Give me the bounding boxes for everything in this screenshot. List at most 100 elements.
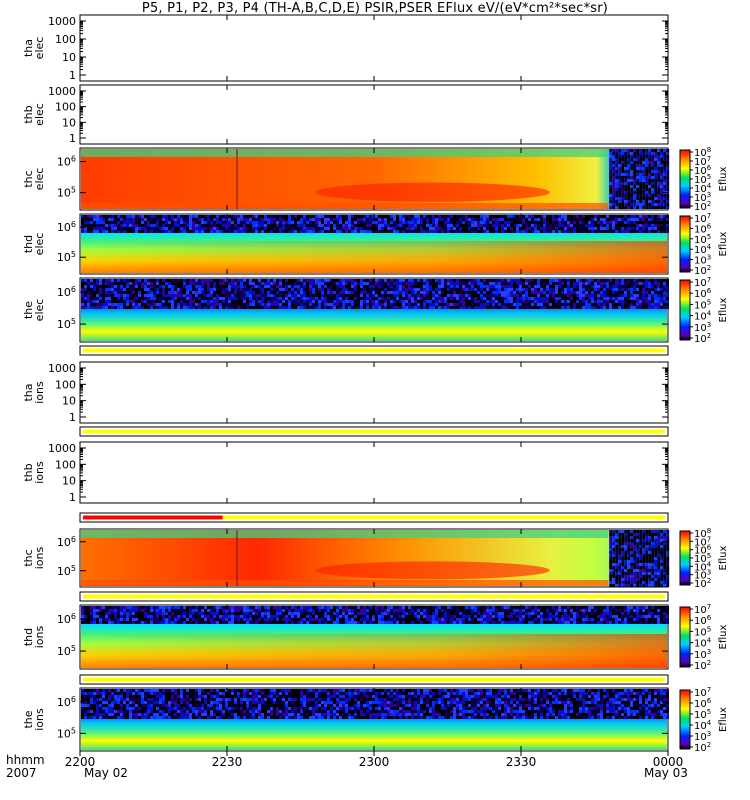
spectrogram-cell	[615, 285, 618, 288]
spectrogram-cell	[315, 294, 318, 297]
spectrogram-cell	[645, 288, 648, 291]
spectrogram-cell	[159, 291, 162, 294]
spectrogram-cell	[435, 215, 438, 218]
spectrogram-cell	[372, 612, 375, 615]
spectrogram-cell	[507, 215, 510, 218]
spectrogram-cell	[150, 618, 153, 621]
spectrogram-cell	[195, 285, 198, 288]
spectrogram-cell	[462, 282, 465, 285]
spectrogram-cell	[411, 218, 414, 221]
spectrogram-cell	[531, 288, 534, 291]
spectrogram-cell	[309, 215, 312, 218]
spectrogram-cell	[165, 621, 168, 624]
spectrogram-cell	[111, 621, 114, 624]
spectrogram-cell	[657, 297, 660, 300]
spectrogram-cell	[618, 566, 622, 569]
spectrogram-cell	[282, 612, 285, 615]
spectrogram-cell	[222, 300, 225, 303]
spectrogram-cell	[135, 300, 138, 303]
spectrogram-cell	[648, 164, 652, 167]
spectrogram-cell	[648, 182, 652, 185]
spectrogram-cell	[654, 176, 658, 179]
spectrogram-cell	[630, 224, 633, 227]
spectrogram-cell	[474, 288, 477, 291]
spectrogram-cell	[627, 572, 631, 575]
spectrogram-cell	[474, 224, 477, 227]
spectrogram-cell	[135, 227, 138, 230]
spectrogram-cell	[105, 230, 108, 233]
spectrogram-cell	[639, 191, 643, 194]
spectrogram-cell	[378, 282, 381, 285]
spectrogram-cell	[180, 215, 183, 218]
spectrogram-cell	[411, 300, 414, 303]
spectrogram-cell	[219, 606, 222, 609]
spectrogram-cell	[312, 279, 315, 282]
spectrogram-cell	[228, 227, 231, 230]
spectrogram-cell	[609, 221, 612, 224]
spectrogram-cell	[627, 536, 631, 539]
spectrogram-cell	[81, 224, 84, 227]
spectrogram-cell	[657, 188, 661, 191]
spectrogram-cell	[186, 218, 189, 221]
spectrogram-cell	[444, 303, 447, 306]
spectrogram-cell	[411, 291, 414, 294]
spectrogram-cell	[276, 279, 279, 282]
spectrogram-cell	[366, 282, 369, 285]
spectrogram-cell	[273, 615, 276, 618]
spectrogram-cell	[315, 606, 318, 609]
spectrogram-cell	[186, 227, 189, 230]
spectrogram-cell	[609, 179, 613, 182]
spectrogram-cell	[609, 188, 613, 191]
spectrogram-cell	[249, 282, 252, 285]
spectrogram-cell	[210, 303, 213, 306]
spectrogram-cell	[480, 306, 483, 309]
spectrogram-cell	[462, 306, 465, 309]
spectrogram-cell	[651, 285, 654, 288]
spectrogram-cell	[630, 303, 633, 306]
spectrogram-cell	[306, 224, 309, 227]
spectrogram-cell	[621, 306, 624, 309]
spectrogram-cell	[624, 569, 628, 572]
spectrogram-cell	[345, 618, 348, 621]
spectrogram-cell	[159, 218, 162, 221]
spectrogram-cell	[648, 185, 652, 188]
spectrogram-cell	[441, 300, 444, 303]
spectrogram-cell	[528, 282, 531, 285]
spectrogram-cell	[369, 285, 372, 288]
spectrogram-cell	[642, 182, 646, 185]
spectrogram-cell	[396, 288, 399, 291]
spectrogram-cell	[198, 297, 201, 300]
spectrogram-cell	[297, 224, 300, 227]
spectrogram-cell	[516, 218, 519, 221]
spectrogram-cell	[138, 606, 141, 609]
spectrogram-cell	[309, 618, 312, 621]
spectrogram-cell	[102, 288, 105, 291]
spectrogram-cell	[462, 303, 465, 306]
spectrogram-cell	[324, 297, 327, 300]
spectrogram-cell	[348, 218, 351, 221]
spectrogram-cell	[357, 224, 360, 227]
spectrogram-cell	[660, 572, 664, 575]
spectrogram-cell	[387, 279, 390, 282]
spectrogram-cell	[255, 609, 258, 612]
spectrogram-cell	[450, 300, 453, 303]
spectrogram-cell	[171, 606, 174, 609]
spectrogram-cell	[585, 227, 588, 230]
spectrogram-cell	[636, 224, 639, 227]
spectrogram-cell	[657, 563, 661, 566]
spectrogram-cell	[612, 194, 616, 197]
spectrogram-cell	[618, 191, 622, 194]
spectrogram-cell	[366, 303, 369, 306]
spectrogram-cell	[189, 218, 192, 221]
spectrogram-cell	[99, 621, 102, 624]
spectrogram-cell	[129, 288, 132, 291]
spectrogram-cell	[387, 215, 390, 218]
spectrogram-cell	[306, 279, 309, 282]
spectrogram-cell	[519, 294, 522, 297]
spectrogram-cell	[660, 158, 664, 161]
spectrogram-cell	[618, 285, 621, 288]
spectrogram-cell	[219, 230, 222, 233]
spectrogram-cell	[540, 279, 543, 282]
spectrogram-cell	[498, 230, 501, 233]
spectrogram-cell	[663, 221, 666, 224]
